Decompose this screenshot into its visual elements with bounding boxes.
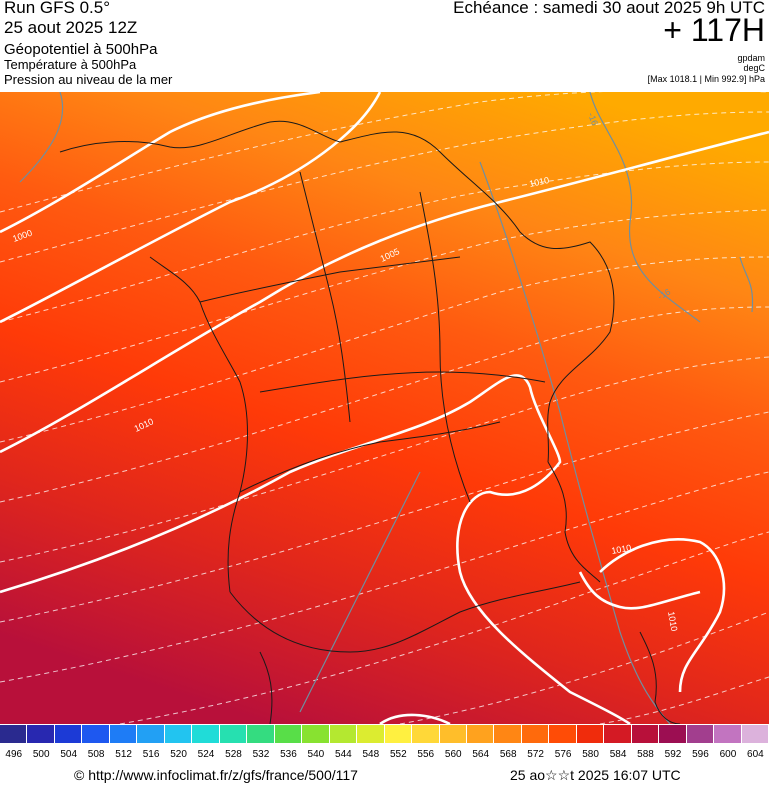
color-scale-swatch — [357, 725, 385, 743]
geopotential-contours — [0, 92, 769, 724]
color-scale-tick: 544 — [335, 749, 352, 760]
forecast-map: 1000 1005 1010 1010 1010 1010 -16 -16 — [0, 92, 769, 724]
field-geopotential-label: Géopotentiel à 500hPa — [4, 41, 158, 58]
color-scale-tick: 504 — [60, 749, 78, 760]
color-scale-tick: 556 — [417, 749, 435, 760]
color-scale-swatch — [604, 725, 632, 743]
field-pressure-label: Pression au niveau de la mer — [4, 72, 173, 87]
color-scale-tick: 516 — [142, 749, 160, 760]
isotherms — [19, 92, 754, 724]
color-scale-swatch — [329, 725, 358, 743]
isobar-label: 1010 — [528, 175, 550, 189]
color-scale-tick: 532 — [252, 749, 270, 760]
run-title: Run GFS 0.5° — [4, 0, 111, 17]
color-scale-swatch — [549, 725, 577, 743]
color-scale-swatch — [686, 725, 715, 743]
unit-temperature: degC — [743, 63, 765, 73]
borders — [59, 120, 681, 724]
color-scale-swatch — [0, 725, 28, 743]
color-scale-tick: 500 — [32, 749, 50, 760]
color-scale-swatch — [27, 725, 55, 743]
color-scale-tick: 584 — [609, 749, 627, 760]
color-scale-swatch — [82, 725, 110, 743]
unit-geopotential: gpdam — [737, 53, 765, 63]
color-scale-swatch — [714, 725, 742, 743]
color-scale — [0, 725, 769, 745]
color-scale-tick: 576 — [554, 749, 572, 760]
color-scale-swatch — [631, 725, 660, 743]
color-scale-tick: 600 — [719, 749, 737, 760]
color-scale-swatch — [54, 725, 83, 743]
color-scale-swatch — [247, 725, 275, 743]
color-scale-swatch — [219, 725, 248, 743]
color-scale-swatch — [192, 725, 220, 743]
color-scale-tick: 572 — [527, 749, 544, 760]
color-scale-tick: 528 — [225, 749, 242, 760]
isobar-label: 1010 — [666, 611, 679, 632]
color-scale-swatch — [494, 725, 522, 743]
color-scale-swatch — [576, 725, 605, 743]
source-url: © http://www.infoclimat.fr/z/gfs/france/… — [74, 767, 358, 783]
field-temperature-label: Température à 500hPa — [4, 57, 137, 72]
color-scale-tick: 552 — [389, 749, 407, 760]
run-date: 25 aout 2025 12Z — [4, 18, 138, 37]
isobars — [0, 92, 769, 724]
color-scale-tick: 580 — [582, 749, 599, 760]
color-scale-tick: 508 — [87, 749, 105, 760]
forecast-valid-time: Echéance : samedi 30 aout 2025 9h UTC — [453, 0, 765, 17]
color-scale-tick: 520 — [170, 749, 187, 760]
isotherm-label: -16 — [586, 111, 600, 127]
color-scale-swatch — [109, 725, 138, 743]
color-scale-tick: 540 — [307, 749, 325, 760]
color-scale-swatch — [659, 725, 687, 743]
color-scale-tick: 592 — [664, 749, 682, 760]
color-scale-tick: 524 — [197, 749, 215, 760]
isobar-label: 1010 — [611, 543, 632, 556]
color-scale-tick: 560 — [444, 749, 462, 760]
temperature-field — [0, 92, 769, 724]
pressure-range: [Max 1018.1 | Min 992.9] hPa — [647, 74, 765, 84]
color-scale-tick: 548 — [362, 749, 380, 760]
forecast-hour: + 117H — [663, 12, 765, 48]
color-scale-tick: 512 — [115, 749, 132, 760]
color-scale-swatch — [137, 725, 165, 743]
color-scale-swatch — [521, 725, 550, 743]
color-scale-tick: 604 — [747, 749, 764, 760]
color-scale-swatch — [302, 725, 330, 743]
color-scale-swatch — [439, 725, 467, 743]
color-scale-swatch — [164, 725, 193, 743]
color-scale-tick: 564 — [472, 749, 490, 760]
color-scale-swatch — [412, 725, 440, 743]
color-scale-tick: 568 — [499, 749, 517, 760]
color-scale-tick: 536 — [280, 749, 297, 760]
color-scale-tick: 588 — [637, 749, 654, 760]
color-scale-tick: 496 — [5, 749, 23, 760]
generated-timestamp: 25 ao☆☆t 2025 16:07 UTC — [510, 767, 681, 783]
color-scale-swatch — [466, 725, 495, 743]
color-scale-swatch — [741, 725, 769, 743]
color-scale-tick: 596 — [692, 749, 709, 760]
color-scale-ticks: 496 500 504 508 512 516 520 524 528 532 536 540 544 5… — [0, 749, 769, 763]
color-scale-swatch — [384, 725, 413, 743]
color-scale-swatch — [274, 725, 303, 743]
